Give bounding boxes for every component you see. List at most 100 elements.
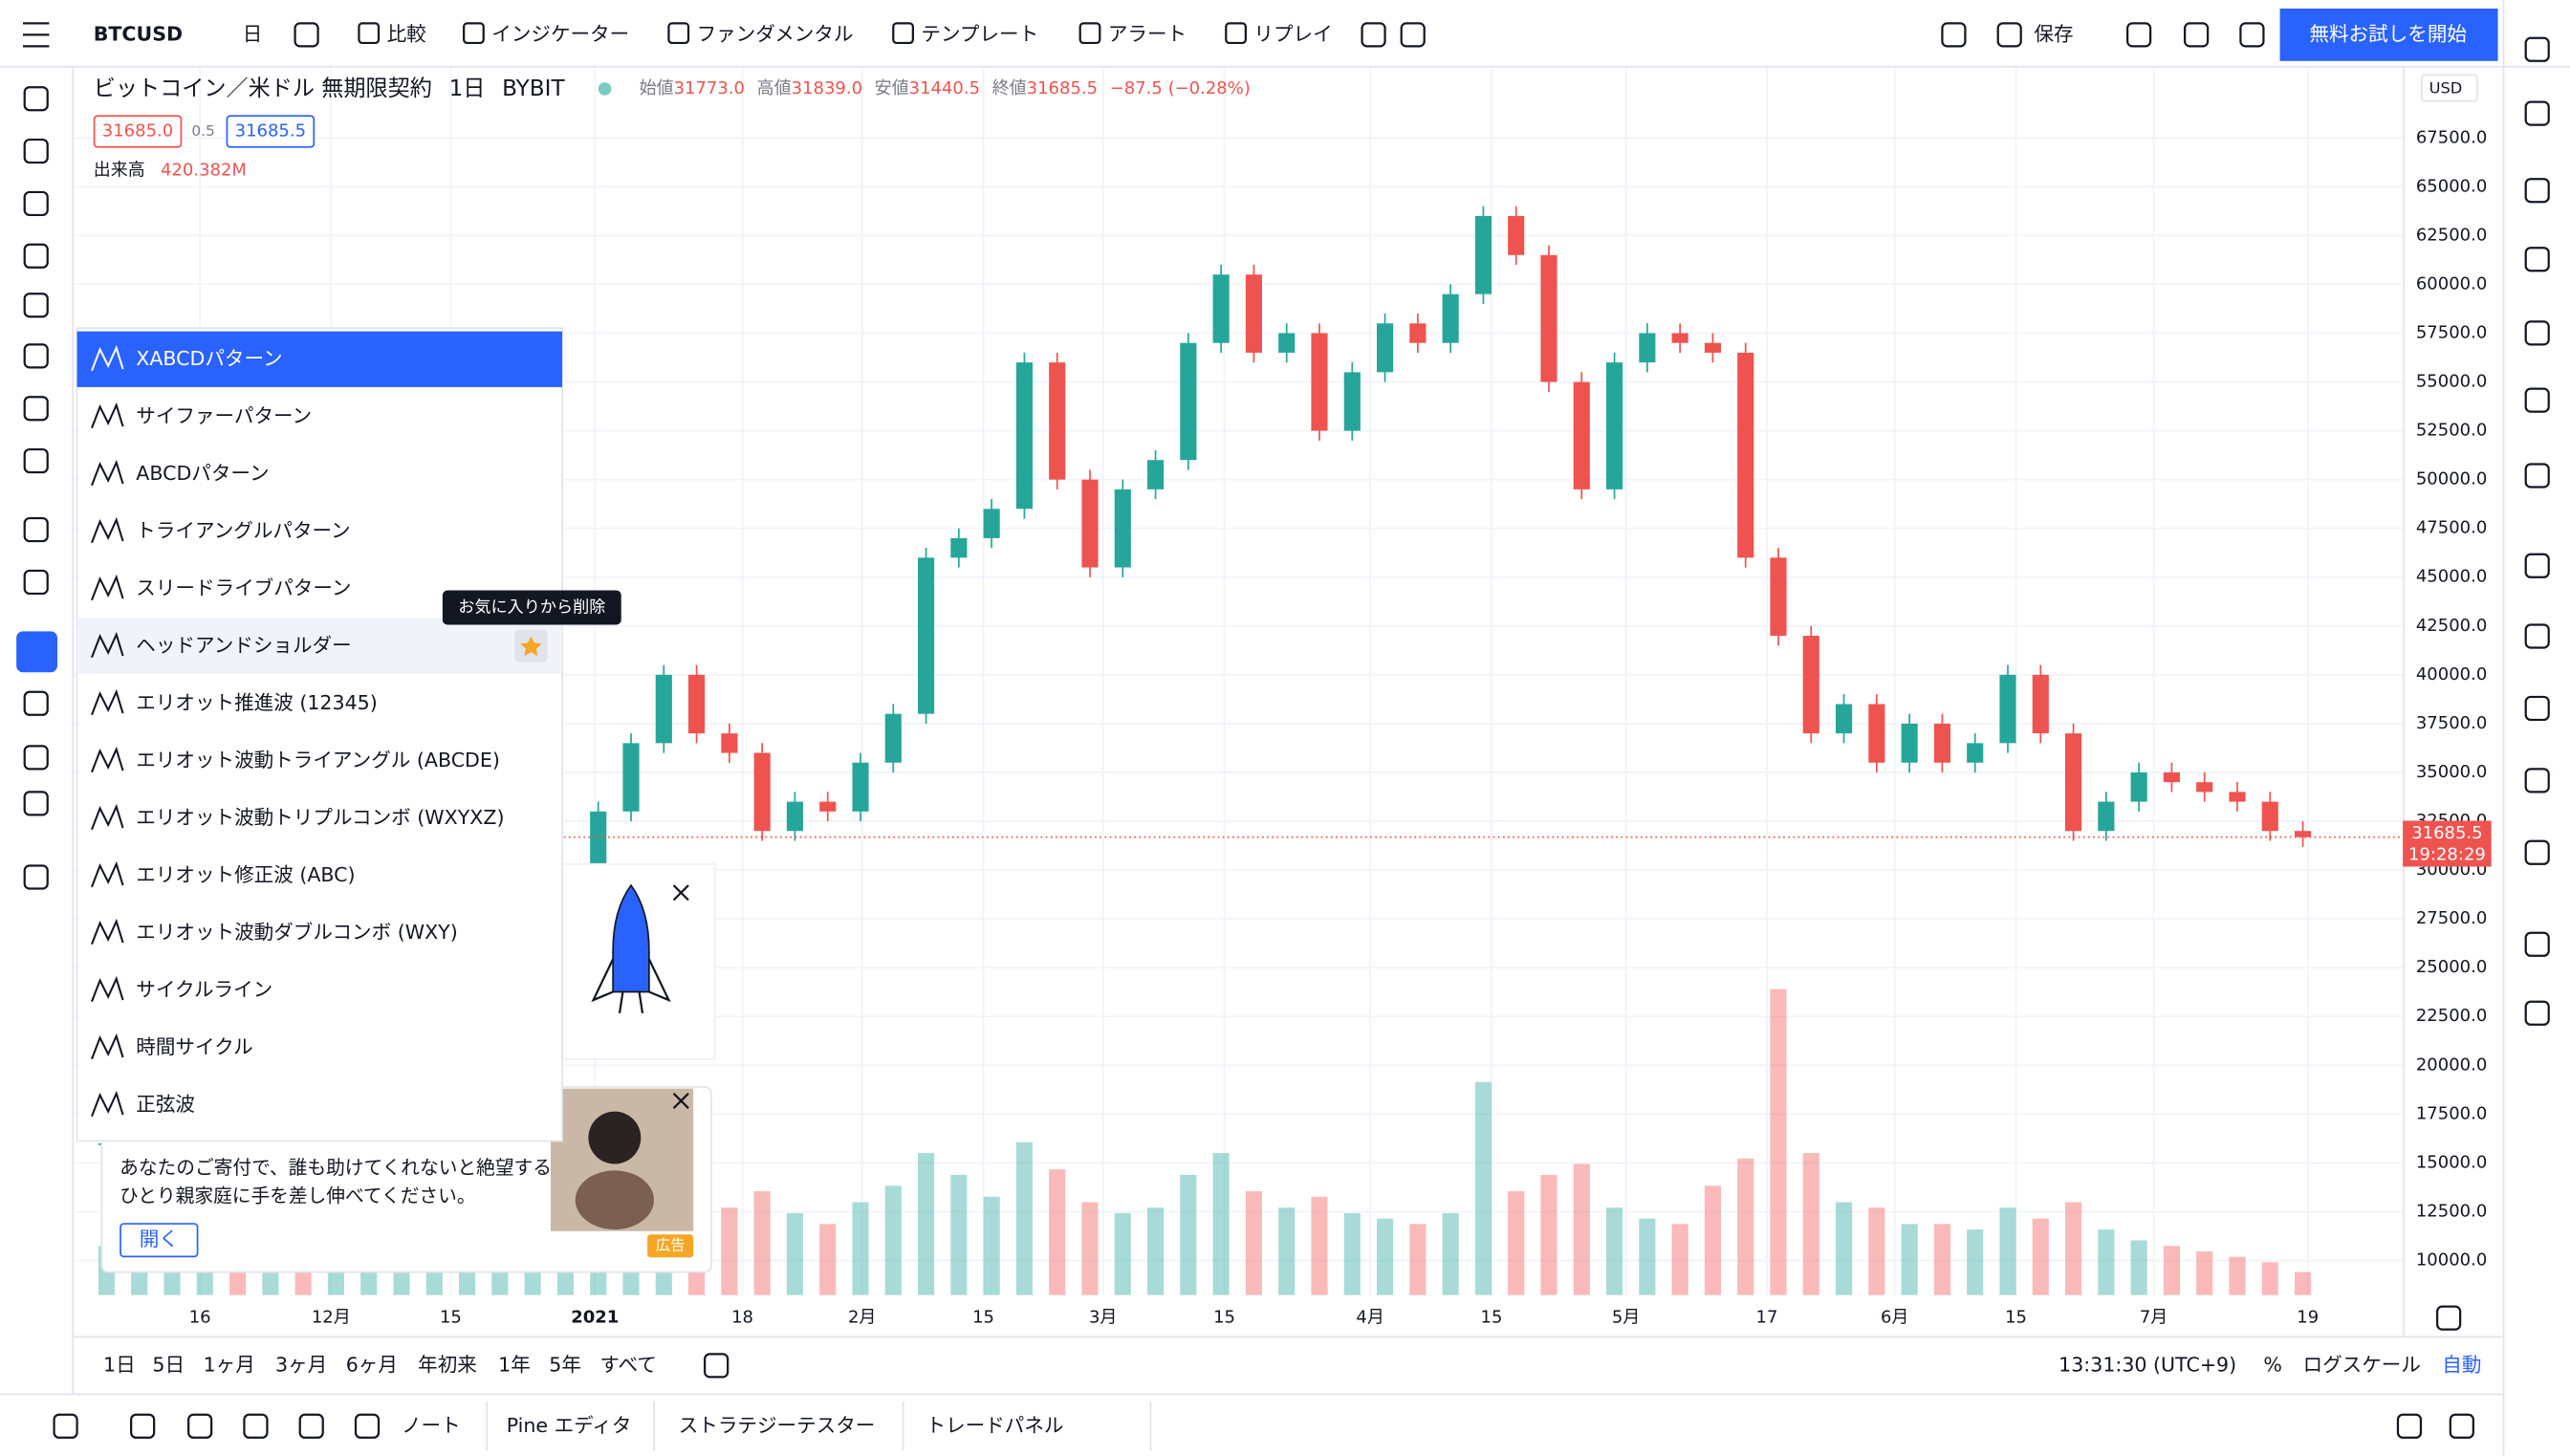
trial-button[interactable] xyxy=(2279,8,2498,61)
tool-icon[interactable] xyxy=(2524,463,2550,489)
tool-icon[interactable] xyxy=(23,569,49,596)
period-button[interactable]: 3ヶ月 xyxy=(275,1353,327,1376)
trial-text[interactable]: 無料お試しを開始 xyxy=(2309,22,2467,45)
menu-item[interactable]: ABCDパターン xyxy=(136,462,269,485)
bottom-tab[interactable]: トレードパネル xyxy=(926,1414,1064,1437)
tool-icon[interactable] xyxy=(2524,36,2550,62)
period-button[interactable]: 年初来 xyxy=(418,1353,477,1376)
tool-icon[interactable] xyxy=(1941,22,1967,48)
save[interactable]: 保存 xyxy=(2034,22,2073,45)
menu-item[interactable]: XABCDパターン xyxy=(136,347,282,370)
log-scale[interactable]: ログスケール xyxy=(2303,1353,2421,1376)
close-icon[interactable] xyxy=(672,884,689,902)
tool-icon[interactable] xyxy=(1361,22,1386,48)
menu-icon[interactable] xyxy=(91,1090,124,1118)
menu-item[interactable]: 時間サイクル xyxy=(136,1035,252,1058)
tool-icon[interactable] xyxy=(23,293,49,318)
menu-item-active[interactable] xyxy=(76,331,563,387)
menu-item[interactable]: エリオット修正波 (ABC) xyxy=(136,863,355,886)
currency[interactable]: USD xyxy=(2429,78,2463,97)
menu-icon[interactable] xyxy=(91,860,124,888)
toolbar-icon[interactable] xyxy=(358,22,381,45)
menu-icon[interactable] xyxy=(91,631,124,659)
tool-icon[interactable] xyxy=(23,138,49,164)
toolbar-icon[interactable] xyxy=(1225,22,1247,45)
buy[interactable]: 31685.5 xyxy=(235,120,306,141)
tool-icon[interactable] xyxy=(23,791,49,816)
period-button[interactable]: 6ヶ月 xyxy=(346,1353,398,1376)
tool-icon[interactable] xyxy=(130,1413,156,1439)
bottom-tab[interactable]: Pine エディタ xyxy=(507,1414,632,1437)
menu-icon[interactable] xyxy=(91,516,124,544)
favorite-star[interactable] xyxy=(520,636,542,657)
tool-icon[interactable] xyxy=(2449,1413,2474,1439)
menu-icon[interactable] xyxy=(91,459,124,487)
tool-icon[interactable] xyxy=(294,22,319,48)
tool-icon[interactable] xyxy=(1400,22,1426,48)
toolbar-icon[interactable] xyxy=(667,22,690,45)
tool-icon[interactable] xyxy=(2524,839,2550,865)
percent[interactable]: % xyxy=(2263,1353,2282,1376)
tool-icon[interactable] xyxy=(2524,387,2550,413)
menu-item[interactable]: サイクルライン xyxy=(136,978,272,1001)
tool-icon[interactable] xyxy=(354,1413,381,1439)
ad-button-text[interactable]: 開く xyxy=(140,1228,179,1250)
menu-icon[interactable] xyxy=(91,803,124,831)
tool-icon[interactable] xyxy=(23,516,49,543)
interval[interactable]: 日 xyxy=(243,22,263,45)
toolbar-icon[interactable] xyxy=(892,22,914,45)
menu-icon[interactable] xyxy=(91,975,124,1003)
tool-icon[interactable] xyxy=(2524,768,2550,793)
menu-item[interactable]: エリオット波動トリプルコンボ (WXYXZ) xyxy=(136,806,504,829)
menu-item-hover[interactable] xyxy=(76,618,563,674)
tool-icon[interactable] xyxy=(23,690,49,716)
menu-item[interactable]: エリオット波動ダブルコンボ (WXY) xyxy=(136,921,457,944)
symbol[interactable]: BTCUSD xyxy=(94,22,183,45)
magnet-active[interactable] xyxy=(16,631,57,673)
tool-icon[interactable] xyxy=(2524,1000,2550,1026)
sell-box[interactable] xyxy=(93,115,183,148)
period-button[interactable]: 1日 xyxy=(103,1353,136,1376)
tool-icon[interactable] xyxy=(2524,178,2550,204)
menu-icon[interactable] xyxy=(91,918,124,945)
menu-item[interactable]: トライアングルパターン xyxy=(136,519,350,542)
menu-icon[interactable] xyxy=(91,574,124,601)
menu-icon[interactable] xyxy=(23,22,50,48)
ad-button[interactable] xyxy=(120,1223,199,1258)
menu-item[interactable]: スリードライブパターン xyxy=(136,576,351,599)
menu-icon[interactable] xyxy=(91,746,124,773)
sell[interactable]: 31685.0 xyxy=(102,120,173,141)
tool-icon[interactable] xyxy=(23,864,49,890)
tool-icon[interactable] xyxy=(23,745,49,771)
menu-icon[interactable] xyxy=(91,402,124,429)
tool-icon[interactable] xyxy=(2396,1413,2423,1439)
tool-icon[interactable] xyxy=(2524,100,2550,126)
toolbar-item[interactable]: リプレイ xyxy=(1253,22,1332,45)
period-button[interactable]: 1年 xyxy=(498,1353,531,1376)
period-button[interactable]: 5年 xyxy=(549,1353,581,1376)
toolbar-item[interactable]: ファンダメンタル xyxy=(697,22,854,45)
auto-scale[interactable]: 自動 xyxy=(2442,1353,2481,1376)
tool-icon[interactable] xyxy=(2524,695,2550,722)
period-button[interactable]: 5日 xyxy=(152,1353,185,1376)
period-button[interactable]: すべて xyxy=(599,1353,656,1376)
tool-icon[interactable] xyxy=(23,396,49,422)
currency-box[interactable] xyxy=(2421,74,2478,102)
period-button[interactable]: 1ヶ月 xyxy=(204,1353,255,1376)
tool-icon[interactable] xyxy=(243,1413,269,1439)
tool-icon[interactable] xyxy=(1996,22,2022,48)
tool-icon[interactable] xyxy=(23,243,49,269)
tool-icon[interactable] xyxy=(704,1353,730,1379)
tool-icon[interactable] xyxy=(2524,320,2550,346)
menu-icon[interactable] xyxy=(91,344,124,372)
tool-icon[interactable] xyxy=(187,1413,213,1439)
tool-icon[interactable] xyxy=(2239,22,2265,48)
tool-icon[interactable] xyxy=(2524,623,2550,649)
tool-icon[interactable] xyxy=(2436,1305,2462,1331)
tool-icon[interactable] xyxy=(53,1413,78,1439)
tool-icon[interactable] xyxy=(2184,22,2210,48)
toolbar-item[interactable]: 比較 xyxy=(387,22,426,45)
toolbar-icon[interactable] xyxy=(463,22,485,45)
tool-icon[interactable] xyxy=(2524,553,2550,578)
close-icon[interactable] xyxy=(672,1092,689,1110)
